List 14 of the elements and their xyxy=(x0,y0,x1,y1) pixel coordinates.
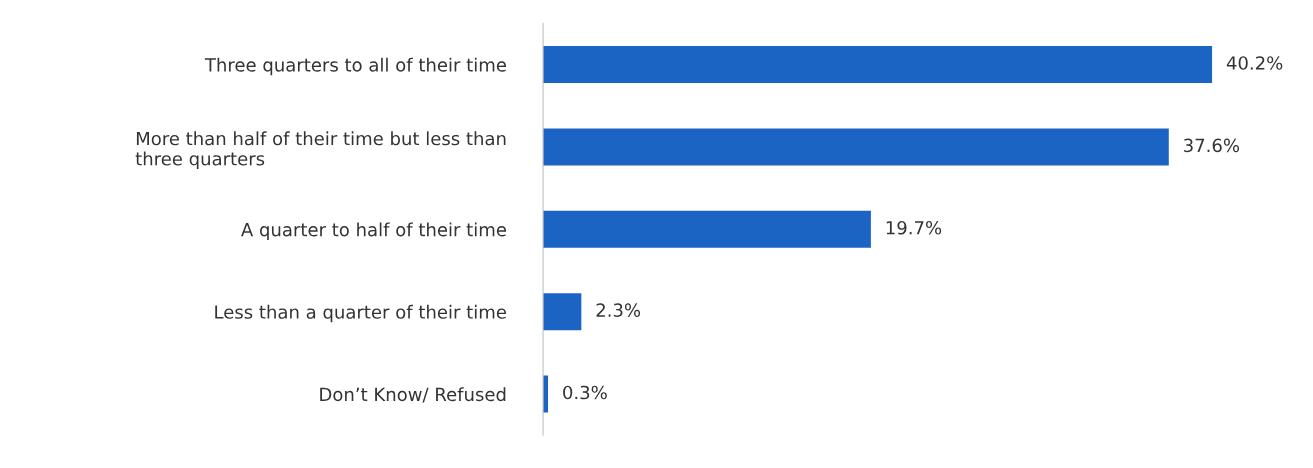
y-tick-label: A quarter to half of their time xyxy=(241,222,506,240)
y-tick-label: Less than a quarter of their time xyxy=(215,304,506,323)
data-label: 37.6% xyxy=(1184,138,1240,153)
y-tick-label: Three quarters to all of their time xyxy=(204,57,506,76)
y-tick-label: More than half of their time but less than three quarters xyxy=(135,131,506,170)
data-label: 0.3% xyxy=(563,385,607,400)
data-label: 2.3% xyxy=(596,303,641,317)
data-label: 40.2% xyxy=(1226,56,1283,70)
bar xyxy=(543,128,1169,166)
y-tick-label: Don’t Know/ Refused xyxy=(320,387,506,403)
bar xyxy=(543,210,871,248)
bar xyxy=(543,293,582,331)
bar xyxy=(543,46,1213,84)
data-label: 19.7% xyxy=(886,220,942,235)
